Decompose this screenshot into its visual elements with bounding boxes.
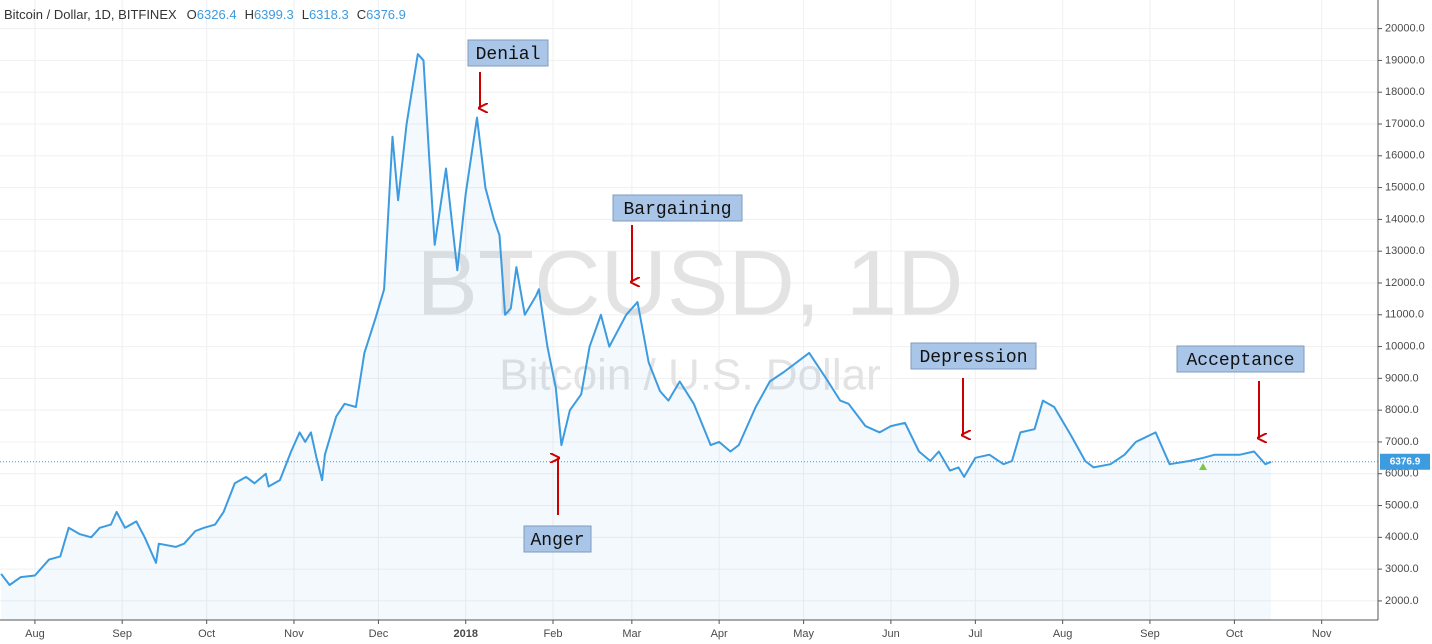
- last-price-label: 6376.9: [1390, 456, 1421, 467]
- ohlc-label: C: [357, 7, 366, 22]
- y-tick-label: 8000.0: [1385, 404, 1419, 416]
- annotation-label: Depression: [919, 348, 1027, 368]
- y-tick-label: 13000.0: [1385, 245, 1425, 257]
- ohlc-value: 6376.9: [366, 7, 406, 22]
- y-tick-label: 10000.0: [1385, 340, 1425, 352]
- annotation-label: Acceptance: [1186, 351, 1294, 371]
- annotation-box: [1176, 345, 1305, 373]
- x-tick-label: Sep: [1140, 628, 1160, 640]
- y-tick-label: 11000.0: [1385, 309, 1424, 321]
- chart-title: Bitcoin / Dollar, 1D, BITFINEX: [4, 7, 177, 22]
- x-tick-label: Sep: [112, 628, 132, 640]
- ohlc-value: 6318.3: [309, 7, 349, 22]
- y-tick-label: 14000.0: [1385, 213, 1425, 225]
- y-tick-label: 2000.0: [1385, 595, 1419, 607]
- x-tick-label: Nov: [284, 628, 304, 640]
- annotation-label: Anger: [530, 531, 584, 551]
- y-tick-label: 6000.0: [1385, 468, 1419, 480]
- watermark: BTCUSD, 1D: [417, 232, 964, 334]
- annotation-box: [910, 342, 1037, 370]
- annotation-label: Bargaining: [623, 200, 731, 220]
- line: [0, 53, 1272, 586]
- x-tick-label: Aug: [1053, 628, 1073, 640]
- annotation-box: [612, 194, 743, 222]
- x-tick-label: May: [793, 628, 814, 640]
- x-tick-label: Feb: [544, 628, 563, 640]
- annotation-box: [523, 525, 592, 553]
- ohlc-label: L: [302, 7, 309, 22]
- y-tick-label: 7000.0: [1385, 436, 1419, 448]
- x-tick-label: Mar: [622, 628, 641, 640]
- x-tick-label: Apr: [711, 628, 728, 640]
- ohlc-label: O: [187, 7, 197, 22]
- y-tick-label: 18000.0: [1385, 86, 1425, 98]
- area: [1, 54, 1272, 621]
- last-price-box: [1380, 453, 1430, 470]
- ohlc-value: 6326.4: [197, 7, 237, 22]
- y-tick-label: 19000.0: [1385, 54, 1425, 66]
- y-tick-label: 5000.0: [1385, 499, 1419, 511]
- x-tick-label: Dec: [369, 628, 389, 640]
- signal-marker: [1199, 463, 1207, 470]
- y-tick-label: 17000.0: [1385, 118, 1425, 130]
- y-tick-label: 12000.0: [1385, 277, 1425, 289]
- y-tick-label: 16000.0: [1385, 150, 1425, 162]
- x-tick-label: Oct: [198, 628, 215, 640]
- annotation-box: [467, 39, 549, 67]
- x-tick-label: Aug: [25, 628, 45, 640]
- x-tick-label: 2018: [453, 628, 477, 640]
- y-tick-label: 3000.0: [1385, 563, 1419, 575]
- annotation-label: Denial: [476, 45, 541, 65]
- ohlc-label: H: [245, 7, 254, 22]
- x-tick-label: Jul: [968, 628, 982, 640]
- y-tick-label: 4000.0: [1385, 531, 1419, 543]
- y-tick-label: 20000.0: [1385, 23, 1425, 35]
- y-tick-label: 15000.0: [1385, 181, 1425, 193]
- ohlc-value: 6399.3: [254, 7, 294, 22]
- watermark: Bitcoin / U.S. Dollar: [499, 351, 880, 400]
- header: Bitcoin / Dollar, 1D, BITFINEX O6326.4 H63…: [4, 7, 406, 22]
- y-tick-label: 9000.0: [1385, 372, 1419, 384]
- x-tick-label: Nov: [1312, 628, 1332, 640]
- x-tick-label: Jun: [882, 628, 900, 640]
- x-tick-label: Oct: [1226, 628, 1243, 640]
